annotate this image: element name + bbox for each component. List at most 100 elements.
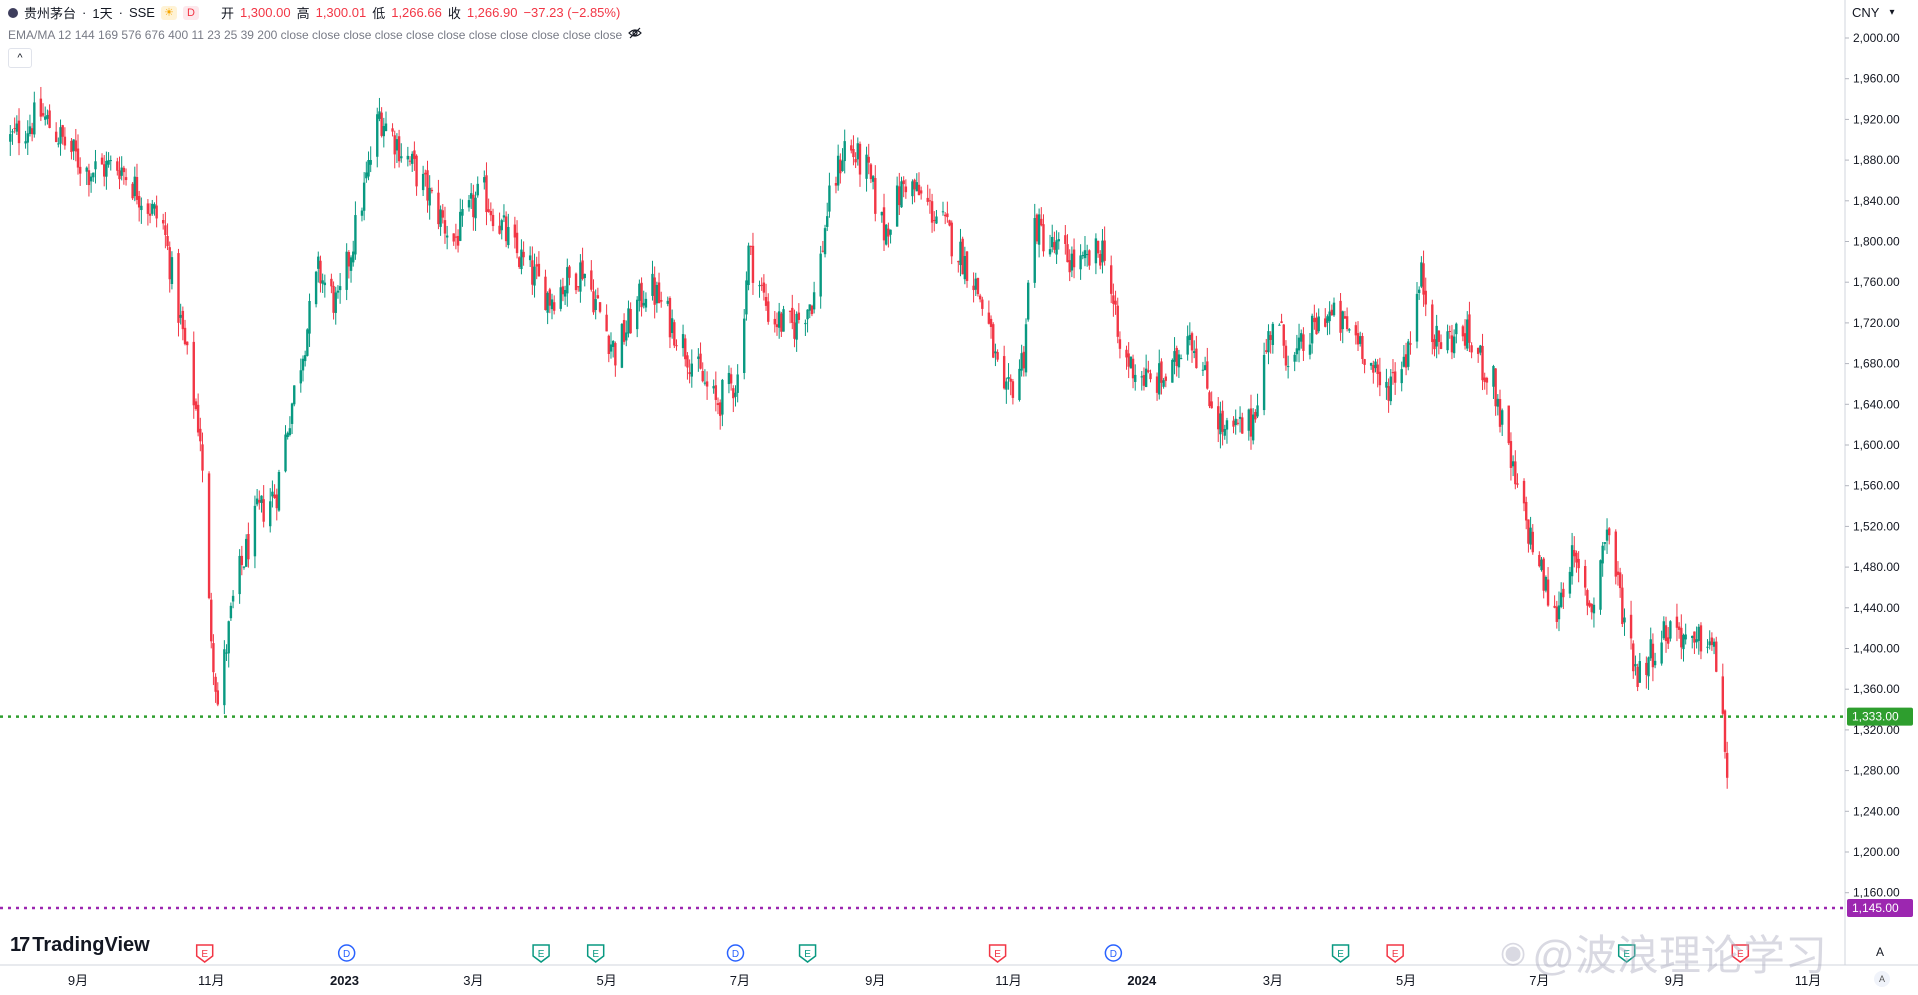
candle-body [474,197,477,219]
candle-body [841,160,844,172]
candle-body [1269,335,1272,340]
candle-body [54,131,58,143]
candle-body [1262,354,1266,411]
candle-body [1590,603,1593,613]
candle-body [166,236,169,247]
candle-body [1035,214,1039,242]
candle-body [522,251,525,258]
candle-body [705,381,709,387]
candle-body [1570,545,1574,577]
exchange-label: SSE [128,5,155,20]
candle-body [712,386,715,389]
candle-body [1691,635,1694,638]
collapse-legend-button[interactable]: ^ [8,48,32,68]
indicator-label[interactable]: EMA/MA 12 144 169 576 676 400 11 23 25 3… [8,27,623,42]
candle-body [1562,588,1565,598]
candle-body [30,128,34,135]
candle-body [1308,344,1312,355]
candle-body [89,176,93,182]
candle-body [670,318,674,334]
candle-body [760,284,763,286]
candle-body [858,143,862,175]
indicator-legend[interactable]: EMA/MA 12 144 169 576 676 400 11 23 25 3… [8,27,643,42]
y-tick-label: 1,520.00 [1853,519,1900,533]
candle-body [177,253,180,323]
candle-body [1022,351,1026,369]
symbol-legend[interactable]: 贵州茅台 · 1天 · SSE ☀ D 开 1,300.00 高 1,300.01 … [8,3,620,22]
candle-body [1372,365,1375,373]
earnings-event-marker [1731,944,1750,963]
interval-label[interactable]: 1天 [92,6,113,21]
candle-body [1721,676,1725,714]
candle-body [214,676,217,692]
candle-body [871,176,875,182]
tradingview-logo[interactable]: 17 TradingView [10,934,150,957]
candle-body [1247,409,1251,431]
candle-body [1450,335,1454,353]
candle-body [242,566,246,568]
watermark-text: @波浪理论学习 [1532,932,1827,979]
candle-body [957,261,960,263]
candle-body [1514,461,1517,485]
candle-body [301,358,305,371]
eye-hidden-icon[interactable] [628,27,643,42]
candle-body [408,160,412,162]
candle-body [1568,571,1572,594]
candle-body [395,139,399,151]
candle-body [352,251,355,263]
candle-body [1509,441,1513,468]
candle-body [238,555,241,595]
candle-body [400,156,403,159]
event-marker-label: E [1392,949,1399,960]
candle-body [424,172,427,175]
candle-body [1374,361,1377,369]
x-tick-label: 7月 [1529,973,1549,988]
symbol-name[interactable]: 贵州茅台 [24,6,77,21]
candle-body [1188,334,1192,340]
candle-body [354,215,357,255]
logo-text: TradingView [32,934,150,956]
candle-body [365,172,368,179]
candle-body [780,313,783,332]
candle-body [946,213,949,218]
candle-body [614,343,617,366]
candle-body [140,205,143,211]
candle-body [703,382,707,384]
auto-scale-button[interactable]: A [1874,971,1890,987]
candle-body [528,255,532,261]
candle-body [1190,333,1194,351]
axis-corner-label[interactable]: A [1876,945,1885,959]
candle-body [411,153,414,164]
dividend-event-marker [726,944,745,962]
x-tick-label: 11月 [995,973,1022,988]
candle-body [367,160,370,177]
market-session-icon[interactable]: ☀ [160,5,177,20]
candle-body [1173,351,1176,362]
candle-body [118,170,121,180]
candle-body [216,690,219,705]
candle-body [85,167,88,172]
candle-body [732,388,735,399]
candle-body [271,491,274,497]
y-tick-label: 1,680.00 [1853,357,1900,371]
candle-body [642,302,645,306]
candle-body [476,183,479,196]
y-tick-label: 1,200.00 [1853,845,1900,859]
candle-body [1251,414,1255,441]
y-tick-label: 2,000.00 [1853,31,1900,45]
y-tick-label: 1,280.00 [1853,764,1900,778]
candle-body [1302,334,1305,351]
candle-body [930,201,934,223]
candle-body [11,131,14,133]
candle-body [834,183,838,186]
candle-body [915,182,918,192]
event-marker-label: E [1337,949,1344,960]
currency-selector[interactable]: CNY ▾ [1852,2,1910,22]
candle-body [734,392,737,397]
candle-body [544,276,547,310]
delayed-data-icon[interactable]: D [182,5,199,20]
candle-body [135,176,139,200]
candle-body [749,245,752,247]
candle-body [885,224,888,245]
